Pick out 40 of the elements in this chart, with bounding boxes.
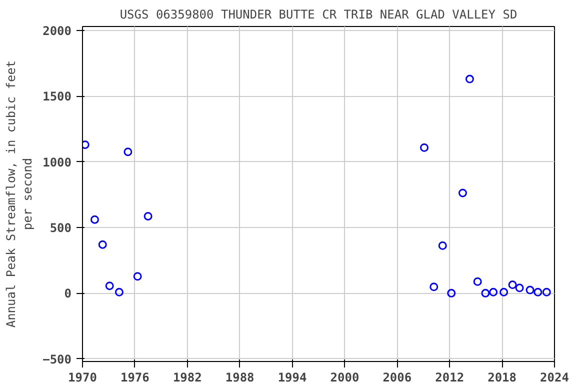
point (133, 272, 142, 281)
point (144, 212, 152, 220)
point (481, 288, 490, 298)
point (542, 288, 551, 296)
point (515, 284, 524, 292)
point (473, 277, 482, 286)
point (105, 282, 114, 290)
x-tick-label: 1976 (120, 370, 150, 384)
x-tick-label: 2012 (435, 370, 464, 384)
y-tick-label: −500 (42, 352, 72, 366)
x-tick-label: 1988 (225, 370, 254, 384)
x-tick-label: 1970 (68, 370, 97, 384)
point (114, 288, 124, 296)
y-tick-label: 0 (64, 286, 72, 301)
y-axis-title: Annual Peak Streamflow, in cubic feet per second (4, 60, 35, 328)
point (98, 240, 107, 249)
x-tick-label: 2018 (488, 370, 517, 384)
point (90, 215, 99, 224)
x-tick-label: 2006 (382, 370, 412, 384)
point (489, 288, 498, 296)
point (124, 148, 132, 156)
point (420, 143, 429, 152)
point (430, 282, 438, 292)
point (458, 188, 467, 198)
point (447, 288, 456, 298)
point (526, 286, 534, 294)
x-tick-label: 2024 (540, 370, 569, 384)
point (500, 288, 508, 296)
y-tick-label: 2000 (42, 24, 72, 38)
x-tick-label: 1994 (278, 370, 307, 384)
chart-title: USGS 06359800 THUNDER BUTTE CR TRIB NEAR GLAD VALLEY SD (120, 8, 518, 22)
x-tick-label: 1982 (172, 370, 202, 384)
point (465, 74, 474, 84)
point (438, 241, 447, 250)
point (534, 288, 542, 296)
y-tick-label: 1500 (42, 90, 72, 104)
point (508, 280, 517, 290)
y-tick-label: 500 (50, 221, 72, 235)
x-tick-label: 2000 (330, 370, 360, 384)
y-tick-label: 1000 (42, 155, 72, 170)
